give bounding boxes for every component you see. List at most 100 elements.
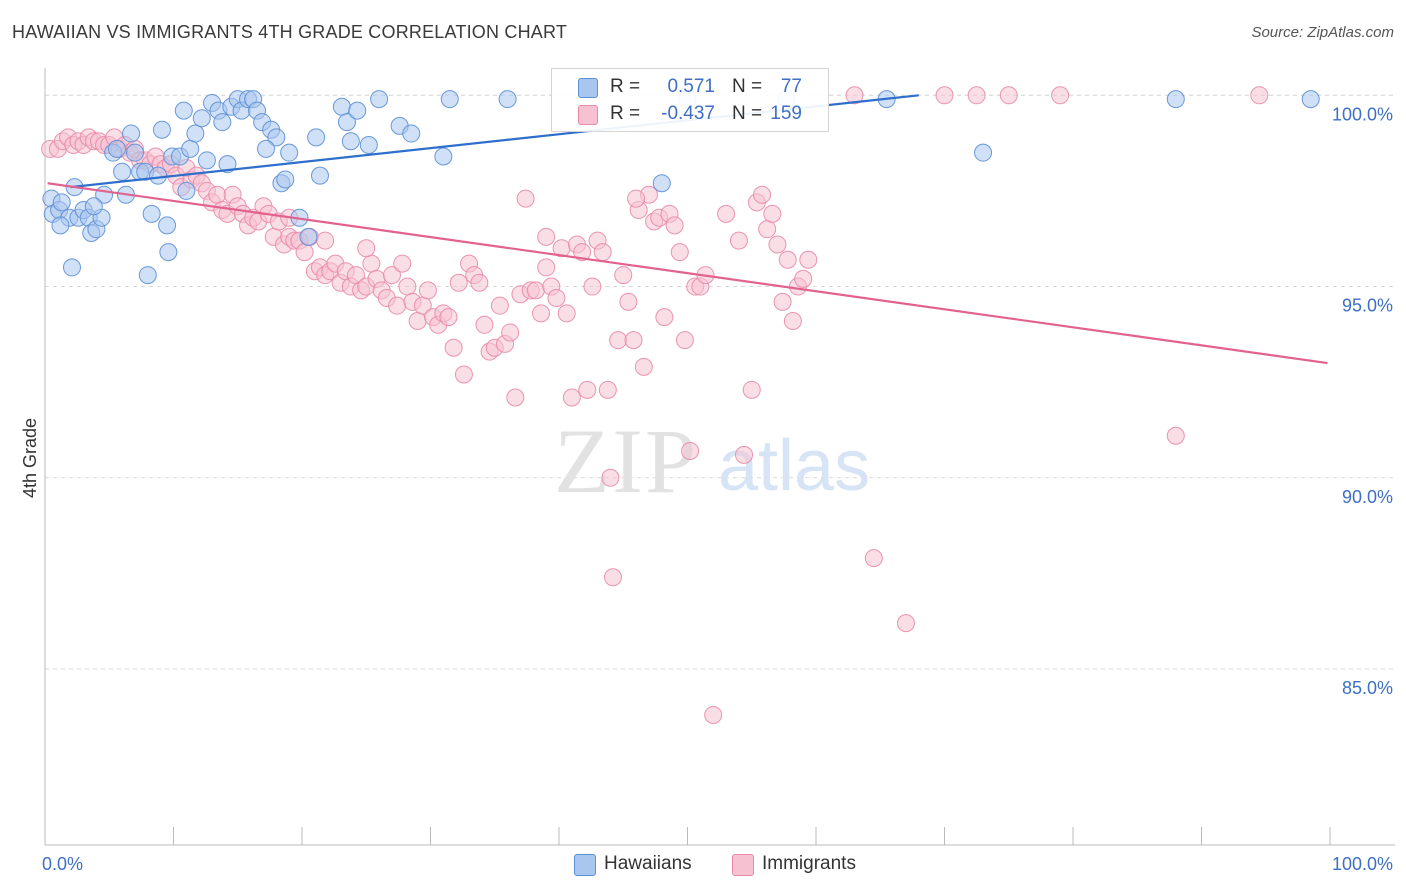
n-value: 159 <box>770 103 802 124</box>
immigrants-point <box>603 568 622 587</box>
immigrants-point <box>614 266 633 285</box>
grid-lines <box>45 94 1395 670</box>
n-label: N = <box>732 103 763 124</box>
immigrants-point <box>362 254 381 273</box>
immigrants-point <box>475 315 494 334</box>
hawaiians-point <box>142 204 161 223</box>
y-tick-label: 90.0% <box>1342 487 1393 507</box>
immigrants-point <box>896 614 915 633</box>
hawaiians-point <box>337 113 356 132</box>
watermark: ZIP atlas <box>554 410 870 512</box>
immigrants-point <box>557 304 576 323</box>
r-value: 0.571 <box>667 76 715 97</box>
hawaiians-point <box>181 139 200 158</box>
immigrants-point <box>526 281 545 300</box>
immigrants-point <box>537 258 556 277</box>
hawaiians-point <box>159 243 178 262</box>
immigrants-point <box>578 380 597 399</box>
hawaiians-point <box>107 139 126 158</box>
watermark-zip: ZIP <box>554 410 698 512</box>
hawaiians-point <box>186 124 205 143</box>
hawaiians-point <box>332 97 351 116</box>
hawaiians-point <box>974 143 993 162</box>
immigrants-trend-line <box>47 182 1328 365</box>
immigrants-point <box>778 250 797 269</box>
hawaiians-point <box>138 266 157 285</box>
r-label: R = <box>610 76 641 97</box>
hawaiians-point <box>113 162 132 181</box>
immigrants-point <box>758 220 777 239</box>
immigrants-point <box>470 273 489 292</box>
hawaiians-point <box>498 90 517 109</box>
hawaiians-point <box>299 227 318 246</box>
hawaiians-point <box>52 193 71 212</box>
hawaiians-swatch <box>574 854 596 876</box>
series-legend: Hawaiians Immigrants <box>0 852 1406 880</box>
n-value: 77 <box>780 76 802 97</box>
hawaiians-point <box>149 166 168 185</box>
y-axis-label: 4th Grade <box>20 418 40 498</box>
hawaiians-point <box>280 143 299 162</box>
hawaiians-point <box>152 120 171 139</box>
immigrants-point <box>583 277 602 296</box>
hawaiians-point <box>1166 90 1185 109</box>
immigrants-point <box>454 365 473 384</box>
hawaiians-point <box>213 113 232 132</box>
hawaiians-point <box>192 109 211 128</box>
immigrants-point <box>704 705 723 724</box>
immigrants-point <box>627 189 646 208</box>
legend-row-hawaiians: R = 0.571 N = 77 <box>552 73 828 101</box>
immigrants-point <box>742 380 761 399</box>
immigrants-point <box>783 311 802 330</box>
immigrants-point <box>729 231 748 250</box>
immigrants-point <box>418 281 437 300</box>
y-tick-label: 100.0% <box>1332 104 1393 124</box>
immigrants-point <box>799 250 818 269</box>
hawaiians-point <box>174 101 193 120</box>
y-tick-labels: 85.0% 90.0% 95.0% 100.0% <box>1332 104 1393 698</box>
immigrants-point <box>681 442 700 461</box>
immigrants-point <box>439 308 458 327</box>
hawaiians-point <box>276 170 295 189</box>
immigrants-point <box>444 338 463 357</box>
immigrants-point <box>773 292 792 311</box>
immigrants-points <box>41 86 1269 724</box>
immigrants-point <box>1051 86 1070 105</box>
immigrants-point <box>295 243 314 262</box>
hawaiians-point <box>125 143 144 162</box>
chart-title: HAWAIIAN VS IMMIGRANTS 4TH GRADE CORRELA… <box>12 22 568 42</box>
hawaiians-point <box>434 147 453 166</box>
hawaiians-point <box>197 151 216 170</box>
immigrants-point <box>999 86 1018 105</box>
immigrants-point <box>501 323 520 342</box>
x-tick-label-min: 0.0% <box>42 854 83 874</box>
x-tick-labels: 0.0% 100.0% <box>42 854 1393 874</box>
n-label: N = <box>732 76 763 97</box>
immigrants-point <box>398 277 417 296</box>
immigrants-point <box>547 289 566 308</box>
immigrants-point <box>490 296 509 315</box>
hawaiians-point <box>257 139 276 158</box>
immigrants-point <box>675 331 694 350</box>
immigrants-swatch <box>578 105 598 125</box>
immigrants-point <box>655 308 674 327</box>
immigrants-point <box>573 243 592 262</box>
immigrants-point <box>316 231 335 250</box>
immigrants-point <box>382 266 401 285</box>
immigrants-point <box>967 86 986 105</box>
hawaiians-point <box>402 124 421 143</box>
hawaiians-point <box>62 258 81 277</box>
immigrants-point <box>532 304 551 323</box>
immigrants-point <box>516 189 535 208</box>
hawaiians-points <box>42 90 1320 285</box>
hawaiians-point <box>122 124 141 143</box>
immigrants-point <box>609 331 628 350</box>
hawaiians-point <box>1301 90 1320 109</box>
y-tick-label: 85.0% <box>1342 678 1393 698</box>
r-value: -0.437 <box>661 103 715 124</box>
immigrants-point <box>717 204 736 223</box>
watermark-atlas: atlas <box>718 426 870 506</box>
immigrants-point <box>634 357 653 376</box>
legend-row-immigrants: R = -0.437 N = 159 <box>552 100 828 128</box>
hawaiians-point <box>84 197 103 216</box>
